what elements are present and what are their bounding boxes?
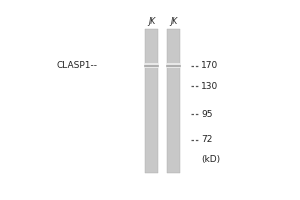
- Text: JK: JK: [148, 17, 155, 26]
- Text: JK: JK: [170, 17, 177, 26]
- Text: (kD): (kD): [201, 155, 220, 164]
- Bar: [167, 29, 180, 173]
- Text: 95: 95: [201, 110, 213, 119]
- Text: 170: 170: [201, 61, 219, 70]
- Bar: [145, 29, 158, 173]
- Text: CLASP1--: CLASP1--: [57, 61, 98, 70]
- Text: 72: 72: [201, 135, 213, 144]
- Text: 130: 130: [201, 82, 219, 91]
